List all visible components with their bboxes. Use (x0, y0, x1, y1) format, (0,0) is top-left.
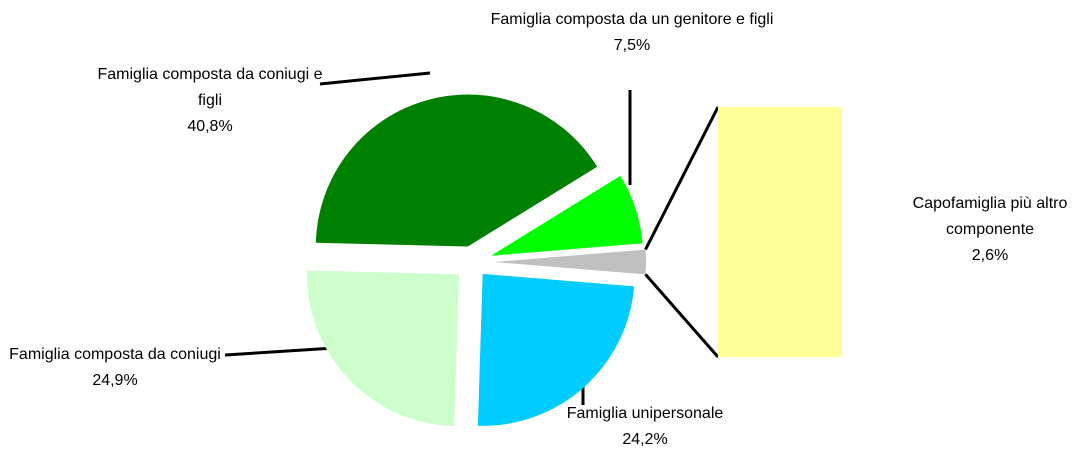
data-label: Famiglia composta da coniugi e figli 40,8… (95, 62, 325, 140)
slice-value: 7,5% (613, 37, 651, 54)
leader-line (319, 71, 431, 86)
data-label: Capofamiglia più altro componente 2,6% (890, 191, 1087, 269)
slice-name: Famiglia unipersonale (566, 405, 724, 422)
data-label: Famiglia unipersonale 24,2% (545, 401, 745, 452)
pie-slice (491, 175, 643, 256)
data-label: Famiglia composta da un genitore e figli… (482, 7, 782, 59)
slice-name: Famiglia composta da coniugi e figli (97, 66, 323, 109)
pie-slice (494, 249, 646, 275)
pie-slice (477, 273, 635, 426)
data-label: Famiglia composta da coniugi 24,9% (0, 342, 230, 394)
slice-name: Capofamiglia più altro componente (912, 195, 1068, 238)
pie-slice (315, 94, 598, 247)
connector-line (644, 273, 720, 358)
slice-value: 24,2% (622, 431, 668, 448)
pie-slice (306, 270, 459, 427)
bar-segment (718, 107, 842, 357)
slice-name: Famiglia composta da coniugi (9, 346, 221, 363)
slice-value: 40,8% (187, 118, 233, 135)
connector-line (644, 106, 720, 251)
slice-name: Famiglia composta da un genitore e figli (490, 11, 774, 28)
slice-value: 24,9% (92, 372, 138, 389)
slice-value: 2,6% (971, 247, 1009, 264)
